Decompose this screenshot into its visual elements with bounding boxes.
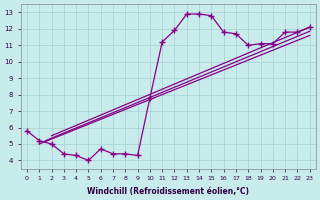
X-axis label: Windchill (Refroidissement éolien,°C): Windchill (Refroidissement éolien,°C)	[87, 187, 249, 196]
